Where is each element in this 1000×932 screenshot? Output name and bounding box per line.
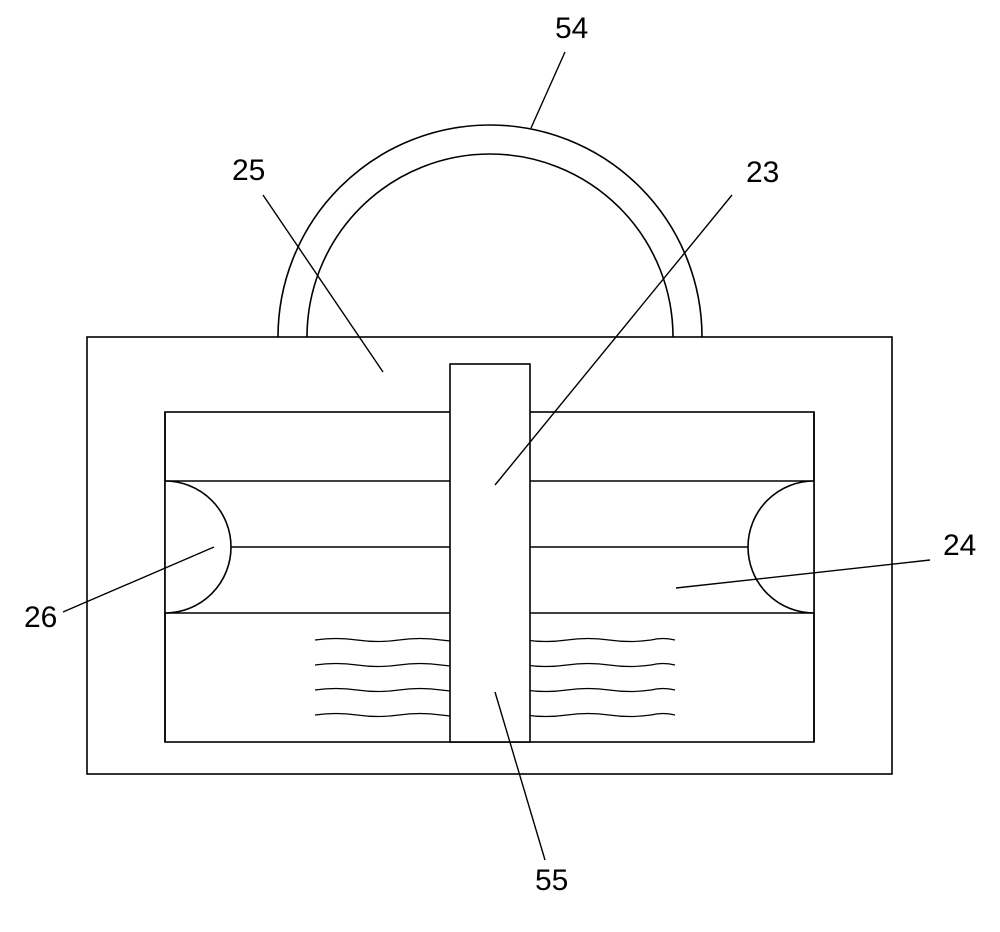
callout-label-23: 23 bbox=[746, 156, 779, 189]
callout-label-25: 25 bbox=[232, 154, 265, 187]
center-pin-rect bbox=[450, 364, 530, 742]
callout-label-26: 26 bbox=[24, 601, 57, 634]
callout-label-24: 24 bbox=[943, 529, 976, 562]
callout-label-55: 55 bbox=[535, 864, 568, 897]
callout-label-54: 54 bbox=[555, 12, 588, 45]
